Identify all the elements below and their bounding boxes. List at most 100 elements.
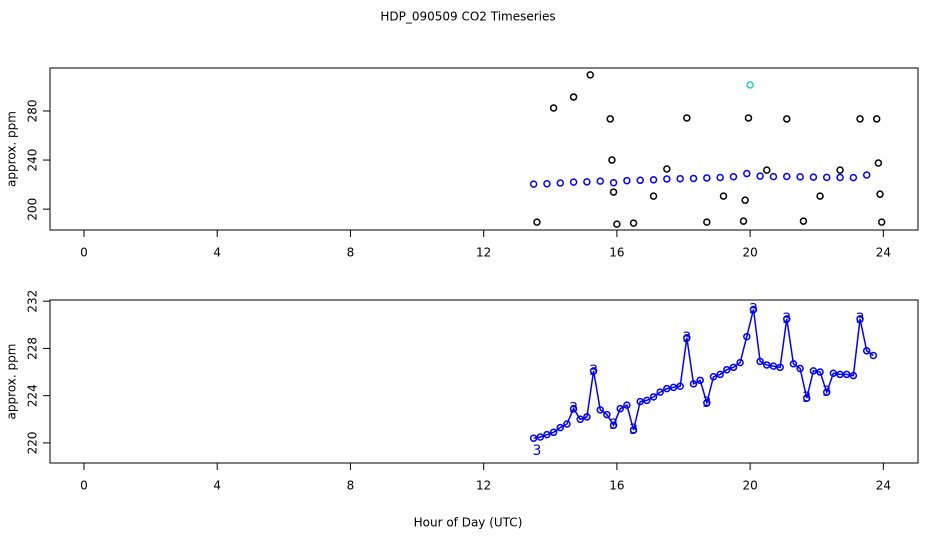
- point-label: 3: [629, 422, 638, 438]
- data-point: [606, 115, 614, 123]
- x-tick-label: 0: [80, 246, 88, 260]
- data-point: [649, 393, 658, 401]
- data-point: [676, 382, 684, 390]
- data-point: [756, 172, 764, 180]
- data-point: [756, 357, 764, 366]
- data-point: [629, 426, 638, 434]
- y-axis-label: approx. ppm: [5, 344, 19, 420]
- data-point: [543, 179, 551, 188]
- data-point: [663, 384, 671, 393]
- data-point: [769, 362, 778, 370]
- point-label: 3: [702, 395, 711, 411]
- x-tick-label: 8: [347, 246, 355, 260]
- data-point: [609, 421, 618, 429]
- data-point: [869, 351, 878, 360]
- data-point: [703, 174, 711, 182]
- point-label: 3: [782, 311, 791, 327]
- data-point: [763, 361, 771, 369]
- point-label: 3: [802, 390, 811, 406]
- data-point: [874, 159, 883, 167]
- x-tick-label: 0: [80, 479, 88, 493]
- x-tick-label: 24: [876, 246, 891, 260]
- data-point: [729, 363, 738, 372]
- y-tick-label: 280: [26, 100, 40, 123]
- data-point: [696, 376, 704, 385]
- data-point: [529, 180, 538, 188]
- data-point: [549, 104, 558, 112]
- point-label: 3: [682, 330, 691, 346]
- point-label: 3: [749, 301, 758, 317]
- data-point: [663, 175, 671, 183]
- x-axis-label: Hour of Day (UTC): [414, 516, 523, 530]
- data-point: [739, 217, 748, 225]
- data-point: [533, 218, 541, 226]
- data-point: [556, 423, 565, 432]
- x-tick-label: 8: [347, 479, 355, 493]
- data-point: [596, 406, 604, 414]
- data-point: [783, 315, 791, 323]
- data-point: [876, 190, 884, 198]
- data-point: [822, 173, 831, 182]
- x-tick-label: 12: [476, 479, 491, 493]
- data-point: [856, 315, 864, 323]
- x-tick-label: 20: [742, 246, 757, 260]
- data-point: [744, 114, 753, 122]
- data-point: [643, 396, 651, 405]
- data-point: [609, 188, 618, 196]
- data-point: [703, 218, 711, 226]
- data-point: [716, 173, 724, 182]
- y-tick-label: 228: [26, 337, 40, 360]
- data-point: [862, 171, 871, 179]
- data-point: [776, 363, 784, 372]
- data-point: [703, 399, 711, 407]
- data-point: [799, 217, 808, 225]
- point-label: 3: [822, 384, 831, 400]
- data-point: [576, 415, 585, 424]
- y-axis-label: approx. ppm: [5, 111, 19, 187]
- data-point: [536, 433, 545, 441]
- data-point: [836, 173, 844, 182]
- data-point: [583, 413, 591, 421]
- data-point: [856, 115, 864, 123]
- y-tick-label: 232: [26, 290, 40, 313]
- y-tick-label: 240: [26, 149, 40, 172]
- data-point: [596, 177, 604, 185]
- plot-frame: [49, 67, 919, 231]
- x-tick-label: 20: [742, 479, 757, 493]
- data-point: [549, 428, 558, 437]
- data-point: [796, 364, 804, 373]
- data-point: [569, 93, 578, 101]
- data-point: [746, 81, 754, 89]
- data-point: [743, 169, 751, 178]
- data-point: [649, 192, 658, 200]
- data-point: [729, 172, 738, 181]
- data-point: [719, 192, 728, 200]
- point-label: 3: [856, 311, 865, 327]
- data-point: [862, 347, 871, 355]
- data-point: [649, 176, 658, 184]
- data-point: [849, 173, 858, 182]
- point-label: 3: [609, 417, 618, 433]
- y-tick-label: 200: [26, 198, 40, 221]
- x-tick-label: 24: [876, 479, 891, 493]
- data-point: [743, 332, 751, 341]
- x-tick-label: 4: [213, 246, 221, 260]
- data-point: [816, 192, 824, 200]
- y-tick-label: 220: [26, 431, 40, 454]
- data-point: [613, 220, 621, 228]
- data-point: [816, 368, 824, 376]
- data-point: [586, 71, 595, 79]
- data-point: [569, 178, 578, 186]
- data-point: [683, 114, 691, 122]
- data-point: [849, 371, 858, 380]
- data-point: [689, 174, 698, 183]
- data-point: [636, 397, 644, 406]
- data-point: [583, 178, 591, 186]
- data-point: [723, 365, 731, 374]
- data-point: [836, 166, 844, 174]
- data-point: [783, 172, 791, 181]
- data-point: [709, 373, 718, 381]
- data-point: [636, 176, 644, 185]
- data-point: [589, 367, 598, 375]
